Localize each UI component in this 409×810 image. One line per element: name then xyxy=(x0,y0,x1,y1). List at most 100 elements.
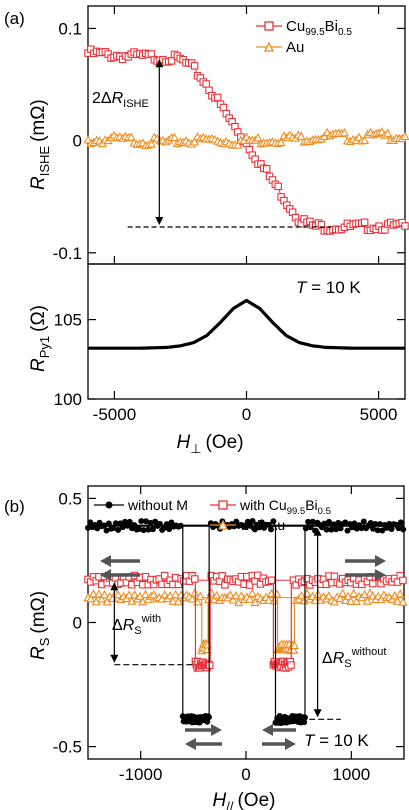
ishe-point-cubi xyxy=(262,165,271,173)
rs-y-tick-label: 0 xyxy=(73,614,82,633)
rs-point-high xyxy=(87,519,94,526)
arrow-head-up xyxy=(155,59,164,68)
rs-point-high xyxy=(195,591,205,600)
rs-point-low xyxy=(206,661,214,670)
rs-point-high xyxy=(225,590,235,599)
rs-point-high xyxy=(324,591,334,600)
magnet-arrow-right-bottom-head xyxy=(375,569,386,581)
rs-point-high xyxy=(119,524,126,531)
legend-marker-cubi xyxy=(264,21,274,31)
rs-point-high xyxy=(126,518,133,525)
rs-plot: 0.5 0 -0.5 -1000 0 1000 xyxy=(53,486,408,784)
rs-point-high xyxy=(376,521,383,528)
rs-point-high xyxy=(372,520,379,527)
temperature-label-b: T = 10 K xyxy=(304,731,369,750)
rs-point-high xyxy=(264,595,274,604)
rs-point-high xyxy=(160,571,169,580)
rs-point-high xyxy=(228,595,238,604)
ishe-plot: 0.1 0 -0.1 xyxy=(53,6,409,264)
rs-point-high xyxy=(344,527,351,534)
rs-point-high xyxy=(330,521,337,528)
magnet-arrow-mid-right-top-head xyxy=(262,724,273,736)
rs-point-high xyxy=(305,518,312,525)
rs-point-high xyxy=(256,524,263,531)
magnet-arrow-right-top-head xyxy=(375,555,386,567)
rs-point-high xyxy=(367,519,374,526)
magnet-arrow-mid-left-top-head xyxy=(211,724,222,736)
rs-point-high xyxy=(191,575,199,583)
rs-point-high xyxy=(338,588,348,597)
rs-point-high xyxy=(272,589,282,598)
rs-point-high xyxy=(342,519,349,526)
ishe-point-au xyxy=(126,132,136,141)
rs-without-arrow-head-up xyxy=(313,527,322,536)
rs-point-high xyxy=(212,590,222,599)
ishe-point-au xyxy=(146,139,156,148)
ishe-point-au xyxy=(400,131,409,141)
ishe-point-cubi xyxy=(213,93,222,102)
rs-point-high xyxy=(94,525,101,532)
ishe-point-au xyxy=(233,140,243,149)
rs-point-high xyxy=(140,527,147,534)
magnet-arrow-left-bottom-head xyxy=(100,569,111,581)
rs-point-high xyxy=(231,591,241,600)
ishe-point-cubi xyxy=(219,103,228,112)
rs-x-tick-label: 0 xyxy=(241,765,250,784)
h-perp-axis-label: H⊥ (Oe) xyxy=(176,432,243,456)
rs-point-high xyxy=(187,594,197,603)
rs-point-high xyxy=(245,594,255,603)
py1-y-tick-label: 100 xyxy=(54,390,82,409)
rs-point-low xyxy=(204,718,211,725)
magnet-arrow-mid-left-bottom-head xyxy=(185,738,196,750)
rs-point-high xyxy=(358,525,365,532)
rs-point-high xyxy=(209,594,219,604)
rs-point-high xyxy=(138,597,148,606)
rs-point-high xyxy=(398,597,408,606)
rs-point-high xyxy=(247,522,254,529)
rs-point-low xyxy=(287,661,295,669)
rs-point-high xyxy=(340,595,350,605)
ishe-point-au xyxy=(360,135,370,145)
rs-point-high xyxy=(379,527,386,534)
py1-resistance-curve xyxy=(88,298,405,350)
ishe-point-cubi xyxy=(274,182,282,191)
rs-x-tick-label: 1000 xyxy=(332,765,370,784)
rs-point-high xyxy=(138,518,145,525)
rs-point-high xyxy=(94,589,104,598)
rs-point-high xyxy=(330,572,339,581)
rs-point-high xyxy=(370,525,377,532)
rs-point-high xyxy=(362,596,372,605)
rs-point-high xyxy=(392,596,402,605)
rs-point-high xyxy=(269,596,279,605)
rs-point-high xyxy=(321,520,328,527)
rs-point-high xyxy=(127,596,137,605)
rs-point-high xyxy=(360,518,367,525)
panel-a: (a) 0.1 0 -0.1 RISHE(mΩ) Cu99.5Bi0.5 Au 2Δ… xyxy=(4,5,409,265)
rs-point-high xyxy=(156,520,163,527)
rs-point-high xyxy=(105,520,112,527)
rs-point-high xyxy=(88,589,99,598)
rs-x-tick-label: -1000 xyxy=(119,765,162,784)
ishe-legend: Cu99.5Bi0.5 Au xyxy=(256,18,352,56)
legend-label-with-au: with Au xyxy=(239,517,285,533)
legend-label-without-m: without M xyxy=(127,497,188,513)
rs-point-high xyxy=(171,589,181,599)
rs-y-tick-label: -0.5 xyxy=(53,738,82,757)
panel-label-b: (b) xyxy=(4,497,25,516)
rs-point-high xyxy=(328,526,335,533)
rs-point-high xyxy=(388,526,395,533)
rs-point-high xyxy=(346,596,356,605)
rs-point-high xyxy=(258,519,265,526)
ishe-point-cubi xyxy=(401,222,409,230)
ishe-point-cubi xyxy=(190,62,199,70)
legend-marker-au xyxy=(263,41,275,52)
magnet-arrow-left-top-head xyxy=(100,555,111,567)
ishe-y-tick-label: -0.1 xyxy=(53,244,82,263)
ishe-point-au xyxy=(339,128,350,137)
rs-point-high xyxy=(112,520,119,527)
ishe-point-au xyxy=(383,128,393,137)
rs-point-high xyxy=(386,520,393,527)
rs-point-high xyxy=(249,518,256,525)
rs-point-high xyxy=(297,590,307,600)
legend-label-cubi: Cu99.5Bi0.5 xyxy=(286,18,352,38)
